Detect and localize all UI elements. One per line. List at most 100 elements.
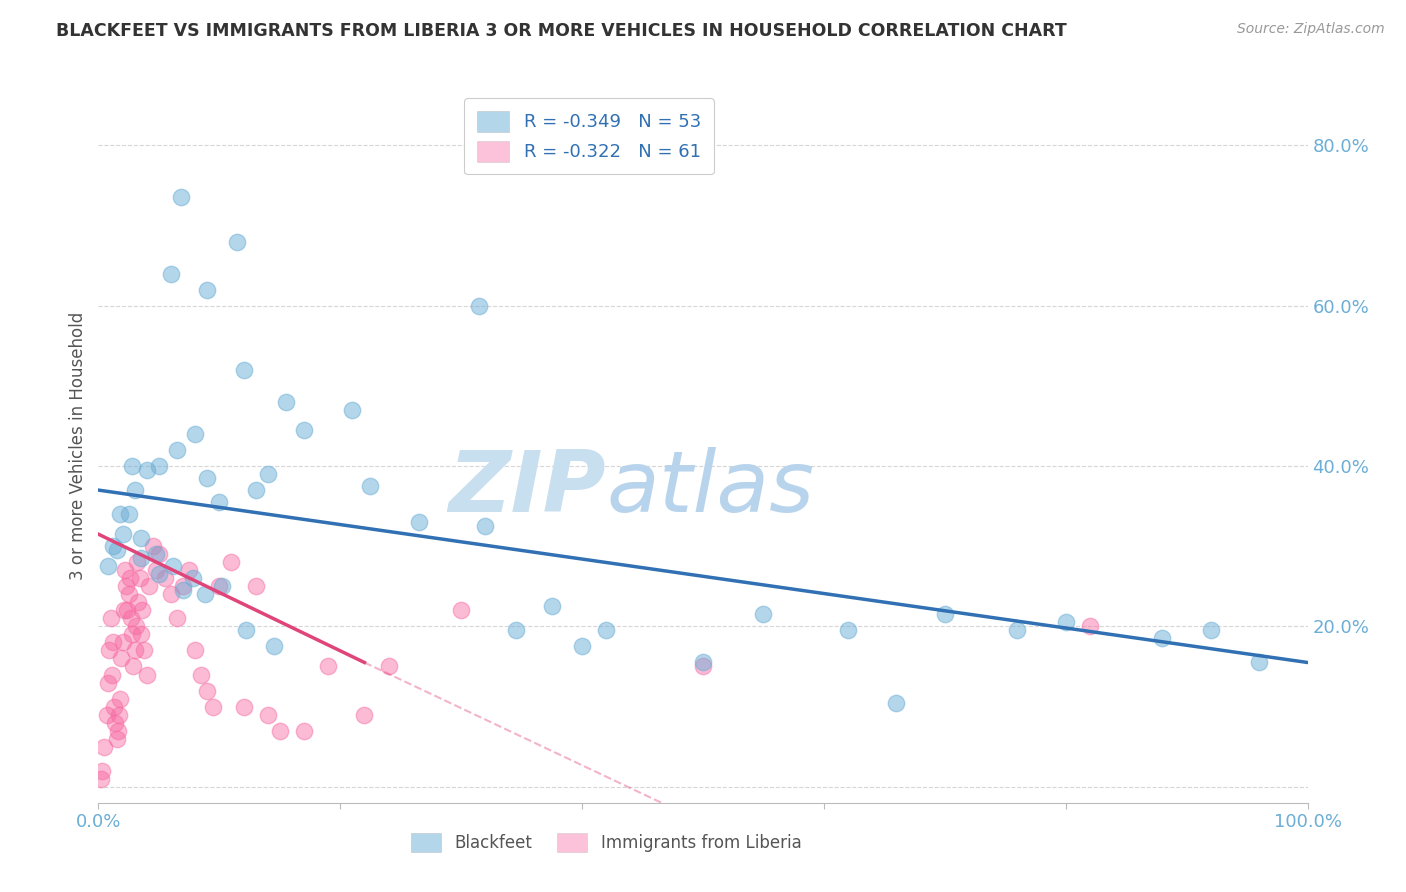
Point (235, 624, 257, 638)
Point (184, 427, 207, 442)
Text: ZIP: ZIP (449, 447, 606, 531)
Point (160, 267, 183, 281)
Point (886, 696, 908, 710)
Point (162, 559, 184, 574)
Point (93, 739, 115, 754)
Point (1007, 624, 1029, 638)
Point (202, 699, 225, 714)
Point (105, 543, 128, 558)
Point (166, 611, 188, 625)
Point (450, 603, 472, 617)
Point (129, 551, 152, 566)
Point (232, 363, 254, 377)
Y-axis label: 3 or more Vehicles in Household: 3 or more Vehicles in Household (69, 312, 87, 580)
Point (1152, 632, 1174, 646)
Point (1078, 619, 1101, 633)
Point (118, 571, 141, 585)
Point (104, 715, 127, 730)
Point (172, 583, 194, 598)
Point (153, 571, 176, 585)
Point (122, 659, 145, 673)
Point (118, 587, 141, 601)
Point (129, 627, 152, 641)
Point (179, 563, 201, 577)
Point (256, 707, 278, 722)
Point (184, 643, 207, 657)
Point (124, 483, 146, 497)
Point (107, 723, 129, 738)
Text: BLACKFEET VS IMMIGRANTS FROM LIBERIA 3 OR MORE VEHICLES IN HOUSEHOLD CORRELATION: BLACKFEET VS IMMIGRANTS FROM LIBERIA 3 O… (56, 22, 1067, 40)
Point (98, 643, 121, 657)
Point (148, 458, 170, 473)
Point (134, 643, 156, 657)
Point (121, 458, 143, 473)
Point (194, 587, 217, 601)
Point (124, 643, 146, 657)
Point (127, 595, 149, 609)
Point (148, 547, 170, 561)
Point (100, 667, 122, 681)
Point (117, 603, 139, 617)
Point (245, 579, 267, 593)
Point (540, 599, 562, 614)
Point (112, 603, 135, 617)
Point (1199, 624, 1222, 638)
Point (377, 659, 399, 673)
Point (274, 395, 297, 409)
Point (103, 699, 125, 714)
Point (837, 624, 859, 638)
Point (172, 579, 194, 593)
Point (692, 656, 714, 670)
Point (148, 567, 170, 582)
Point (269, 723, 291, 738)
Point (342, 403, 364, 417)
Point (108, 707, 131, 722)
Point (571, 640, 593, 654)
Point (121, 627, 143, 641)
Point (505, 624, 527, 638)
Point (474, 519, 496, 533)
Point (120, 611, 142, 625)
Point (91, 764, 114, 778)
Point (111, 635, 134, 649)
Point (195, 683, 218, 698)
Point (118, 507, 141, 521)
Point (292, 423, 315, 437)
Point (145, 563, 167, 577)
Point (292, 723, 315, 738)
Point (128, 571, 150, 585)
Point (595, 624, 617, 638)
Point (408, 515, 430, 529)
Point (160, 587, 183, 601)
Point (105, 731, 128, 746)
Point (208, 579, 231, 593)
Point (135, 463, 157, 477)
Point (97, 559, 120, 574)
Point (125, 619, 148, 633)
Point (316, 659, 339, 673)
Point (131, 603, 153, 617)
Point (108, 691, 131, 706)
Point (353, 707, 375, 722)
Point (101, 635, 124, 649)
Point (1249, 656, 1271, 670)
Point (181, 571, 204, 585)
Point (138, 579, 160, 593)
Point (468, 299, 491, 313)
Point (692, 659, 714, 673)
Point (114, 563, 136, 577)
Point (245, 483, 267, 497)
Point (100, 611, 122, 625)
Point (97, 675, 120, 690)
Point (232, 699, 254, 714)
Point (256, 467, 278, 481)
Point (90, 772, 112, 786)
Point (221, 555, 243, 569)
Point (360, 479, 382, 493)
Point (169, 190, 191, 204)
Point (127, 555, 149, 569)
Text: Source: ZipAtlas.com: Source: ZipAtlas.com (1237, 22, 1385, 37)
Point (101, 539, 124, 553)
Point (166, 442, 188, 457)
Point (1054, 615, 1077, 630)
